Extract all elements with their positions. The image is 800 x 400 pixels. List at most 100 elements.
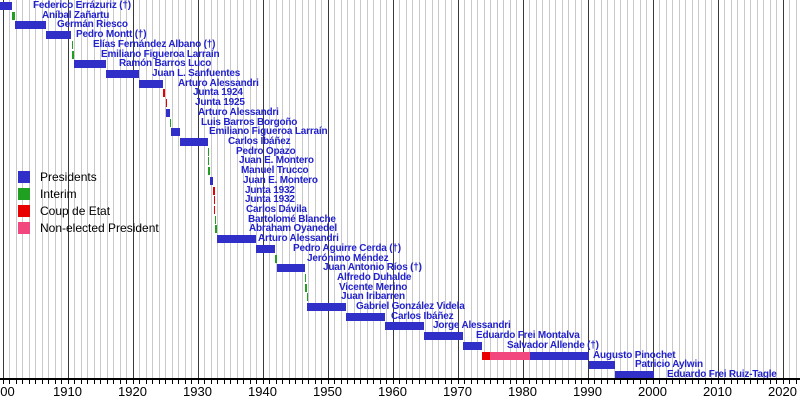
president-name-label[interactable]: Junta 1925 xyxy=(195,97,245,109)
axis-year-label: 1980 xyxy=(508,384,537,399)
president-name-label[interactable]: Arturo Alessandri xyxy=(258,233,339,244)
president-name-label[interactable]: Juan Iribarren xyxy=(341,291,405,303)
timeline-bar-president xyxy=(346,312,385,321)
axis-tick xyxy=(743,380,745,384)
president-name-label[interactable]: Juan E. Montero xyxy=(239,155,314,167)
gridline-year xyxy=(633,0,634,378)
gridline-year xyxy=(74,0,75,378)
president-name-label[interactable]: Juan Antonio Ríos (†) xyxy=(323,262,422,274)
gridline-year xyxy=(321,0,322,378)
legend-label-nonelected: Non-elected President xyxy=(40,221,159,235)
president-name-label[interactable]: Emiliano Figueroa Larraín xyxy=(101,48,220,60)
gridline-year xyxy=(750,0,751,378)
president-name-label[interactable]: Pedro Montt (†) xyxy=(76,29,147,41)
president-name-label[interactable]: Federico Errázuriz (†) xyxy=(33,0,131,11)
timeline-bar-coup xyxy=(213,196,215,205)
president-name-label[interactable]: Eduardo Frei Ruiz-Tagle xyxy=(667,369,777,380)
timeline-bar-president xyxy=(15,21,47,30)
axis-tick xyxy=(561,380,563,384)
president-name-label[interactable]: Carlos Ibáñez xyxy=(391,310,454,322)
axis-tick xyxy=(568,380,569,384)
gridline-year xyxy=(548,0,550,378)
gridline-year xyxy=(405,0,407,378)
president-name-label[interactable]: Salvador Allende (†) xyxy=(507,339,599,351)
timeline-bar-interim xyxy=(215,225,217,234)
gridline-year xyxy=(152,0,153,378)
gridline-year xyxy=(412,0,413,378)
gridline-year xyxy=(35,0,36,378)
gridline-year xyxy=(184,0,186,378)
axis-tick xyxy=(210,380,212,384)
president-name-label[interactable]: Germán Riesco xyxy=(57,19,128,31)
president-name-label[interactable]: Patricio Aylwin xyxy=(635,359,703,371)
axis-tick xyxy=(496,380,498,384)
gridline-year xyxy=(444,0,446,378)
gridline-year xyxy=(9,0,10,378)
president-name-label[interactable]: Pedro Opazo xyxy=(236,145,296,157)
president-name-label[interactable]: Junta 1924 xyxy=(193,87,243,99)
gridline-year xyxy=(594,0,595,378)
gridline-year xyxy=(178,0,179,378)
president-name-label[interactable]: Carlos Dávila xyxy=(246,203,307,215)
gridline-year xyxy=(308,0,309,378)
axis-tick xyxy=(776,380,777,384)
gridline-year xyxy=(399,0,400,378)
gridline-year xyxy=(54,0,56,378)
president-name-label[interactable]: Elías Fernández Albano (†) xyxy=(93,38,216,50)
president-name-label[interactable]: Bartolomé Blanche xyxy=(248,213,336,225)
gridline-year xyxy=(126,0,127,378)
timeline-bar-president xyxy=(73,60,107,69)
president-name-label[interactable]: Jerónimo Méndez xyxy=(307,252,389,264)
axis-tick xyxy=(704,380,706,384)
gridline-year xyxy=(724,0,725,378)
president-name-label[interactable]: Juan E. Montero xyxy=(243,174,318,186)
president-name-label[interactable]: Gabriel González Videla xyxy=(356,301,465,312)
gridline-year xyxy=(555,0,556,378)
gridline-year xyxy=(191,0,192,378)
timeline-bar-interim xyxy=(207,157,210,166)
president-name-label[interactable]: Vicente Merino xyxy=(339,281,408,293)
president-name-label[interactable]: Alfredo Duhalde xyxy=(337,271,412,283)
president-name-label[interactable]: Luis Barros Borgoño xyxy=(201,116,298,128)
axis-tick xyxy=(204,380,205,384)
gridline-year xyxy=(756,0,758,378)
president-name-label[interactable]: Aníbal Zañartu xyxy=(42,9,110,21)
president-name-label[interactable]: Arturo Alessandri xyxy=(198,106,279,118)
president-name-label[interactable]: Juan L. Sanfuentes xyxy=(152,68,241,79)
president-name-label[interactable]: Junta 1932 xyxy=(245,194,295,206)
axis-tick xyxy=(61,380,62,384)
axis-tick xyxy=(633,380,634,384)
gridline-year xyxy=(269,0,270,378)
axis-tick xyxy=(555,380,556,384)
axis-tick xyxy=(301,380,303,384)
president-name-label[interactable]: Carlos Ibáñez xyxy=(228,135,291,147)
president-name-label[interactable]: Manuel Trucco xyxy=(241,165,309,177)
axis-year-label: 1990 xyxy=(573,384,602,399)
axis-tick xyxy=(321,380,322,384)
timeline-bar-interim xyxy=(305,283,307,292)
gridline-year xyxy=(685,0,686,378)
axis-tick xyxy=(184,380,186,384)
axis-tick xyxy=(87,380,88,384)
president-name-label[interactable]: Eduardo Frei Montalva xyxy=(476,330,580,342)
axis-tick xyxy=(457,380,459,384)
president-name-label[interactable]: Jorge Alessandri xyxy=(433,320,511,332)
president-name-label[interactable]: Arturo Alessandri xyxy=(178,77,259,89)
gridline-year xyxy=(386,0,387,378)
gridline-decade xyxy=(327,0,329,378)
gridline-year xyxy=(607,0,608,378)
gridline-year xyxy=(418,0,420,378)
president-name-label[interactable]: Pedro Aguirre Cerda (†) xyxy=(293,242,401,254)
president-name-label[interactable]: Abraham Oyanedel xyxy=(249,223,337,235)
axis-tick xyxy=(67,380,69,384)
axis-tick xyxy=(100,380,101,384)
president-name-label[interactable]: Augusto Pinochet xyxy=(593,349,676,361)
president-name-label[interactable]: Junta 1932 xyxy=(245,184,295,196)
president-name-label[interactable]: Ramón Barros Luco xyxy=(119,58,212,70)
axis-tick xyxy=(353,380,355,384)
axis-tick xyxy=(347,380,348,384)
gridline-year xyxy=(711,0,712,378)
axis-tick xyxy=(2,380,4,384)
president-name-label[interactable]: Emiliano Figueroa Larraín xyxy=(209,126,328,138)
